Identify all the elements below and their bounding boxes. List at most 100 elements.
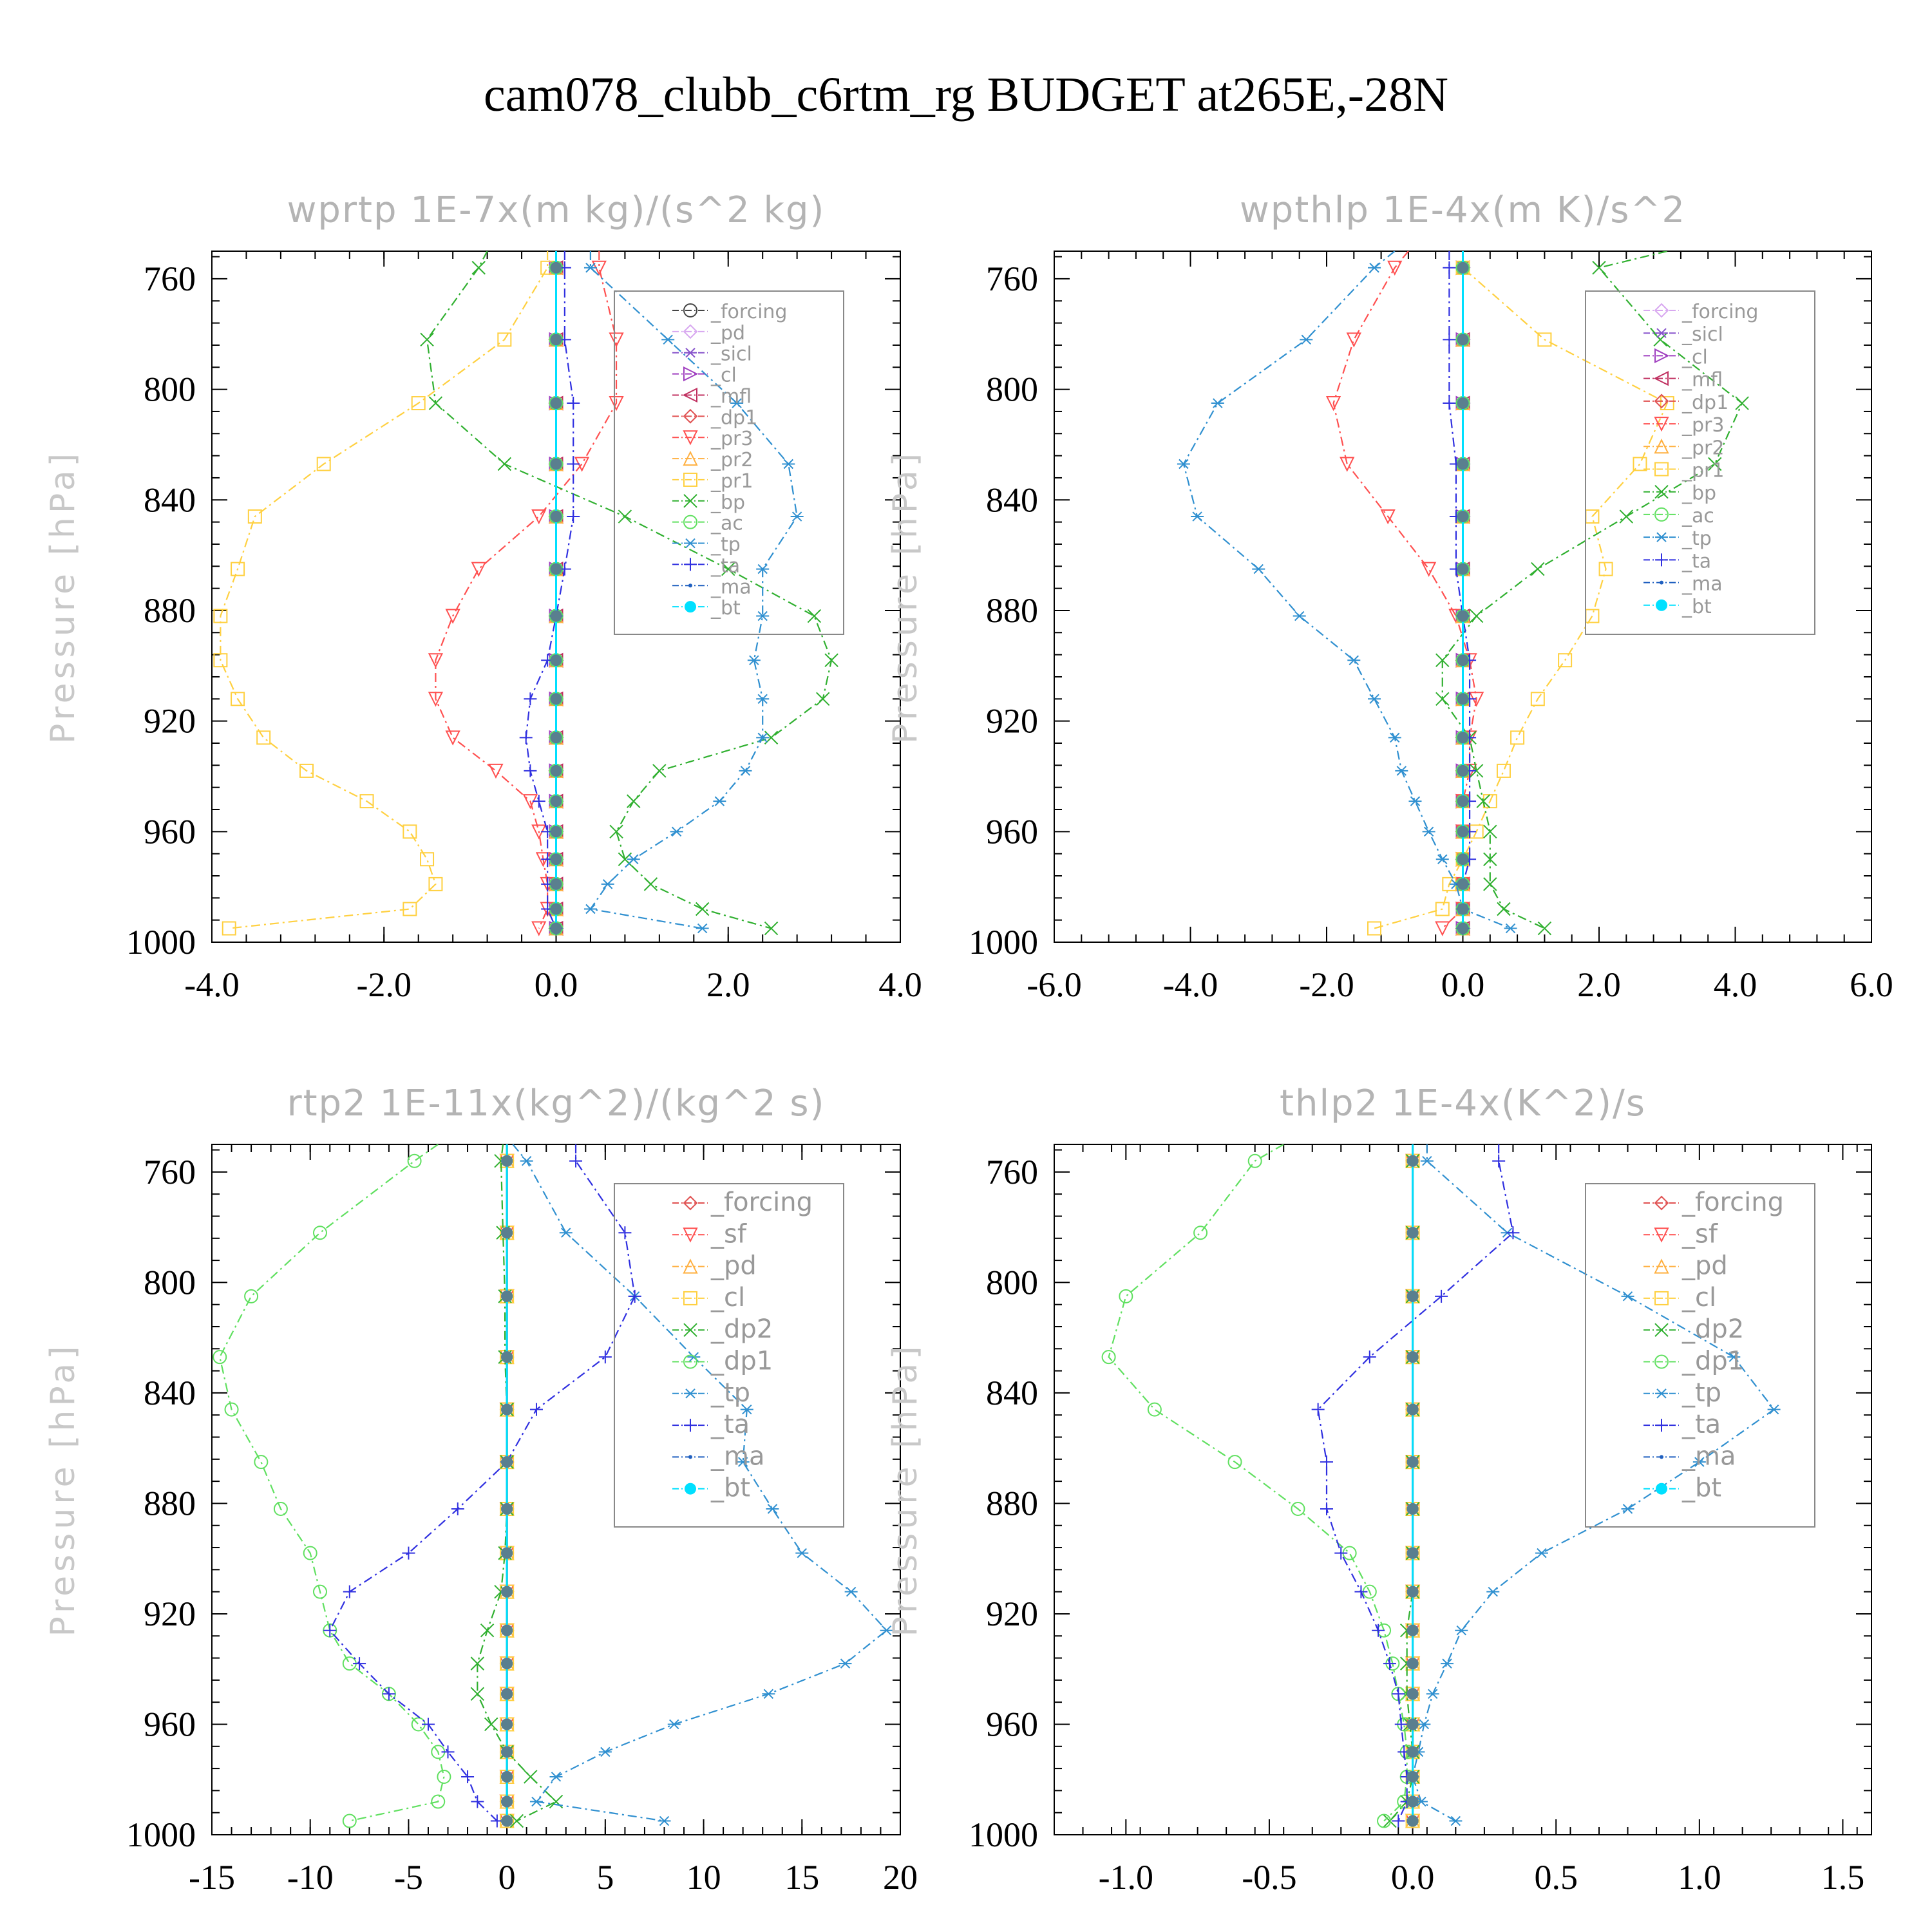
legend-label: _pr1: [710, 470, 753, 493]
legend-label: _pr1: [1681, 460, 1724, 482]
x-tick-label: -0.5: [1242, 1858, 1296, 1897]
zero-marker: [1457, 334, 1469, 346]
zero-marker: [1457, 826, 1469, 838]
zero-marker: [550, 397, 562, 410]
y-tick-label: 760: [144, 1153, 196, 1191]
x-tick-label: -4.0: [184, 965, 239, 1004]
zero-marker: [1457, 732, 1469, 744]
x-tick-label: -5: [394, 1858, 423, 1897]
zero-marker: [501, 1586, 513, 1598]
legend-entry: _sf: [672, 1219, 747, 1249]
zero-marker: [1457, 878, 1469, 890]
legend-label: _ma: [1681, 1441, 1736, 1471]
series-line-dp1: [1108, 1144, 1408, 1822]
legend-entry: _ac: [1643, 505, 1714, 527]
legend-entry: _pr3: [1643, 414, 1724, 437]
legend-label: _sf: [1681, 1219, 1718, 1249]
zero-marker: [1406, 1688, 1419, 1700]
legend-label: _bt: [1681, 596, 1712, 618]
x-tick-label: 0.5: [1534, 1858, 1578, 1897]
series-markers-ta: [519, 261, 580, 935]
legend-entry: _pr3: [672, 428, 753, 450]
legend-entry: _cl: [672, 1283, 745, 1312]
y-tick-label: 800: [986, 370, 1038, 409]
y-axis-label: Pressure [hPa]: [886, 450, 925, 744]
series-markers-pr1: [213, 260, 555, 936]
legend-entry: _dp1: [1643, 1347, 1744, 1376]
zero-marker: [1457, 610, 1469, 622]
y-tick-label: 960: [144, 812, 196, 851]
legend-label: _dp2: [1681, 1314, 1744, 1344]
zero-marker: [1406, 1351, 1419, 1363]
zero-marker: [550, 610, 562, 622]
legend-entry: _sicl: [672, 343, 752, 366]
panel-title: rtp2 1E-11x(kg^2)/(kg^2 s): [287, 1083, 826, 1124]
zero-marker: [501, 1155, 513, 1167]
y-tick-label: 1000: [969, 923, 1038, 961]
x-tick-label: 2.0: [1577, 965, 1621, 1004]
legend-entry: _bt: [1643, 596, 1712, 618]
legend-entry: _ac: [672, 513, 743, 535]
legend-label: _forcing: [1681, 1188, 1784, 1217]
legend-label: _forcing: [710, 301, 787, 323]
legend-label: _bt: [710, 597, 741, 620]
legend-entry: _dp1: [672, 406, 757, 429]
legend-label: _ta: [710, 554, 740, 577]
legend-label: _tp: [1681, 1378, 1721, 1408]
x-tick-label: 4.0: [878, 965, 922, 1004]
series-line-pr1: [1374, 251, 1669, 929]
zero-marker: [1406, 1290, 1419, 1302]
panel-title: thlp2 1E-4x(K^2)/s: [1280, 1083, 1646, 1124]
legend-label: _ma: [1681, 573, 1723, 596]
y-tick-label: 1000: [969, 1815, 1038, 1854]
zero-marker: [550, 903, 562, 915]
legend-entry: _cl: [672, 365, 737, 387]
zero-marker: [501, 1227, 513, 1239]
zero-marker: [501, 1403, 513, 1416]
legend-entry: _pr1: [1643, 460, 1724, 482]
legend-label: _pr3: [1681, 414, 1724, 437]
legend-entry: _pr1: [672, 470, 753, 493]
legend-entry: _bt: [672, 1473, 750, 1503]
zero-marker: [501, 1658, 513, 1670]
zero-marker: [1457, 397, 1469, 410]
series-markers-dp1: [213, 1153, 451, 1828]
series-line-pr3: [1332, 251, 1477, 929]
legend-label: _ac: [710, 513, 743, 535]
x-tick-label: 0: [498, 1858, 516, 1897]
zero-marker: [550, 732, 562, 744]
legend-entry: _pr2: [1643, 437, 1724, 459]
legend-entry: _ta: [1643, 1410, 1721, 1439]
series-markers-pr3: [428, 260, 624, 936]
legend-label: _pr2: [1681, 437, 1724, 459]
legend-box: [1585, 290, 1815, 635]
legend-label: _bt: [710, 1473, 750, 1503]
legend-entry: _bp: [672, 491, 745, 514]
y-tick-label: 960: [986, 1705, 1038, 1743]
y-axis-label: Pressure [hPa]: [886, 1343, 925, 1637]
zero-marker: [1406, 1624, 1419, 1636]
zero-marker: [550, 511, 562, 523]
y-tick-label: 840: [144, 480, 196, 519]
legend-entry: _dp2: [672, 1314, 773, 1344]
legend-label: _pr2: [710, 449, 753, 471]
zero-marker: [1457, 458, 1469, 470]
series-layer: [1101, 1144, 1781, 1829]
y-tick-label: 1000: [126, 923, 196, 961]
zero-marker: [550, 654, 562, 667]
x-tick-label: -2.0: [1299, 965, 1354, 1004]
zero-marker: [550, 334, 562, 346]
legend-entry: _forcing: [672, 301, 787, 323]
zero-marker: [501, 1624, 513, 1636]
legend-box: [1585, 1183, 1815, 1528]
zero-marker: [1457, 654, 1469, 667]
x-tick-label: 10: [687, 1858, 721, 1897]
series-line-dp2: [477, 1144, 558, 1822]
zero-marker: [550, 795, 562, 808]
panel-title: wprtp 1E-7x(m kg)/(s^2 kg): [287, 189, 826, 231]
zero-marker: [501, 1351, 513, 1363]
legend-entry: _sf: [1643, 1219, 1718, 1249]
zero-marker: [1406, 1770, 1419, 1783]
zero-marker: [1457, 261, 1469, 274]
